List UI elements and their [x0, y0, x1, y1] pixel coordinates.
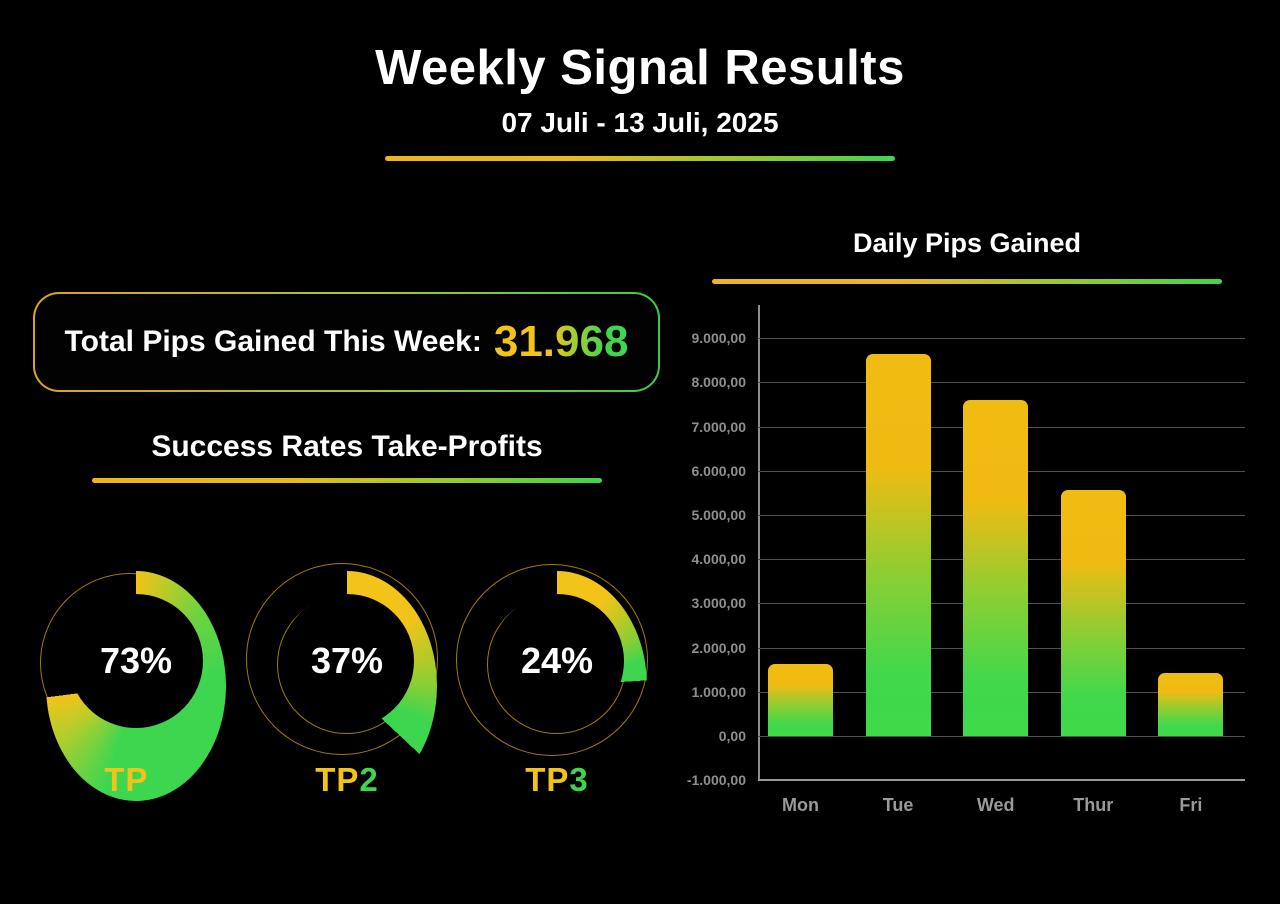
- page-subtitle: 07 Juli - 13 Juli, 2025: [501, 107, 779, 138]
- y-tick-label: 4.000,00: [691, 551, 747, 568]
- y-tick-label: 9.000,00: [691, 330, 747, 347]
- page-title: Weekly Signal Results: [375, 41, 905, 95]
- y-tick-label: 0,00: [718, 728, 746, 744]
- tp-label-number: 2: [359, 761, 379, 798]
- gridline: [758, 338, 1245, 340]
- tp3-donut: 24% TP3: [456, 564, 648, 801]
- total-pips-card: Total Pips Gained This Week: 31.968: [33, 292, 660, 392]
- donut-percent-value: 37%: [310, 640, 384, 681]
- total-pips-label: Total Pips Gained This Week:: [64, 325, 482, 358]
- tp-label-prefix: TP: [104, 761, 149, 798]
- x-axis-baseline: [758, 779, 1245, 781]
- success-rates-title: Success Rates Take-Profits: [151, 430, 543, 463]
- bar-chart-title: Daily Pips Gained: [852, 228, 1082, 258]
- gridline: [758, 736, 1245, 737]
- tp-label-prefix: TP: [525, 761, 570, 798]
- tp-label-number: 3: [569, 761, 589, 798]
- tp-label-prefix: TP: [315, 761, 360, 798]
- tp1-donut: 73% TP1: [40, 571, 226, 801]
- total-pips-value: 31.968: [494, 294, 629, 390]
- x-tick-label-mon: Mon: [782, 795, 819, 815]
- y-tick-label: 1.000,00: [691, 683, 747, 700]
- tp-label: TP1: [46, 761, 226, 799]
- tp-label: TP2: [257, 761, 437, 799]
- bar-mon: [768, 664, 833, 736]
- tp-label: TP3: [467, 761, 647, 799]
- title-underline-gradient: [385, 156, 895, 161]
- donut-hole: [280, 594, 414, 728]
- total-pips-card-inner: Total Pips Gained This Week: 31.968: [35, 294, 658, 390]
- y-tick-label: 8.000,00: [691, 374, 747, 391]
- y-tick-label: 6.000,00: [691, 462, 747, 479]
- x-tick-label-fri: Fri: [1179, 795, 1203, 815]
- gridline: [758, 382, 1245, 384]
- bar-thur: [1060, 489, 1126, 736]
- y-tick-label: 5.000,00: [691, 507, 747, 523]
- bar-tue: [865, 353, 931, 736]
- x-tick-label-tue: Tue: [882, 795, 914, 815]
- bar-chart-underline-gradient: [712, 279, 1222, 284]
- success-rates-underline-gradient: [92, 478, 602, 483]
- y-tick-label: 3.000,00: [691, 595, 747, 612]
- bar-fri: [1158, 672, 1224, 736]
- y-tick-label: 2.000,00: [691, 639, 747, 656]
- x-tick-label-wed: Wed: [976, 795, 1015, 815]
- y-axis-line: [758, 305, 760, 781]
- y-tick-label: -1.000,00: [686, 772, 746, 789]
- bar-chart-plot-area: Mon Tue Wed Thur Fri: [758, 305, 1245, 815]
- donut-percent-value: 73%: [99, 640, 173, 681]
- tp2-donut: 37% TP2: [246, 563, 438, 801]
- donut-hole: [490, 594, 624, 728]
- donut-hole: [69, 594, 203, 728]
- x-tick-label-thur: Thur: [1073, 795, 1114, 815]
- donut-percent-value: 24%: [520, 640, 594, 681]
- bar-wed: [963, 400, 1029, 736]
- tp-label-number: 1: [148, 761, 168, 798]
- y-tick-label: 7.000,00: [691, 418, 747, 435]
